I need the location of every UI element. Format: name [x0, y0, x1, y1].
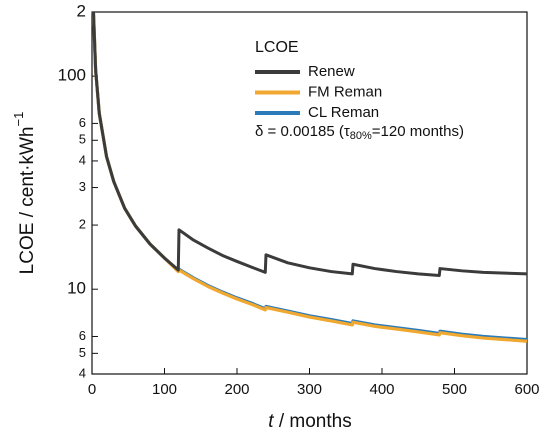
- legend-label: Renew: [308, 63, 355, 80]
- y-tick-label: 5: [79, 132, 86, 147]
- y-axis-label: LCOE / cent·kWh−1: [11, 112, 38, 275]
- y-tick-label: 2: [77, 1, 86, 20]
- x-tick-label: 100: [152, 381, 177, 398]
- y-tick-label: 4: [79, 152, 86, 167]
- x-tick-label: 500: [442, 381, 467, 398]
- y-tick-label: 5: [79, 345, 86, 360]
- x-label-italic: t: [268, 411, 274, 432]
- y-tick-label: 4: [79, 365, 86, 380]
- y-tick-label: 6: [79, 328, 86, 343]
- x-tick-label: 600: [514, 381, 539, 398]
- y-tick-label: 2: [79, 217, 86, 232]
- y-label-main: LCOE / cent·kWh: [17, 127, 38, 275]
- series-line: [91, 11, 528, 342]
- x-tick-label: 400: [369, 381, 394, 398]
- series-line: [91, 11, 528, 277]
- legend-label: FM Reman: [308, 83, 382, 100]
- legend-label: CL Reman: [308, 104, 379, 121]
- y-label-sup: −1: [11, 112, 26, 127]
- annotation-pre: δ = 0.00185 (τ: [255, 123, 350, 140]
- x-tick-label: 0: [88, 381, 96, 398]
- x-label-rest: / months: [274, 411, 352, 432]
- legend-title: LCOE: [255, 39, 299, 56]
- series-line: [91, 11, 528, 343]
- y-tick-label: 100: [58, 66, 86, 85]
- annotation: δ = 0.00185 (τ80%=120 months): [255, 123, 464, 142]
- y-tick-label: 10: [67, 279, 86, 298]
- y-tick-label: 3: [79, 179, 86, 194]
- x-axis-label: t / months: [268, 411, 351, 432]
- x-tick-label: 200: [224, 381, 249, 398]
- annotation-sub: 80%: [350, 130, 372, 142]
- annotation-post: =120 months): [372, 123, 464, 140]
- x-tick-label: 300: [297, 381, 322, 398]
- y-tick-label: 6: [79, 115, 86, 130]
